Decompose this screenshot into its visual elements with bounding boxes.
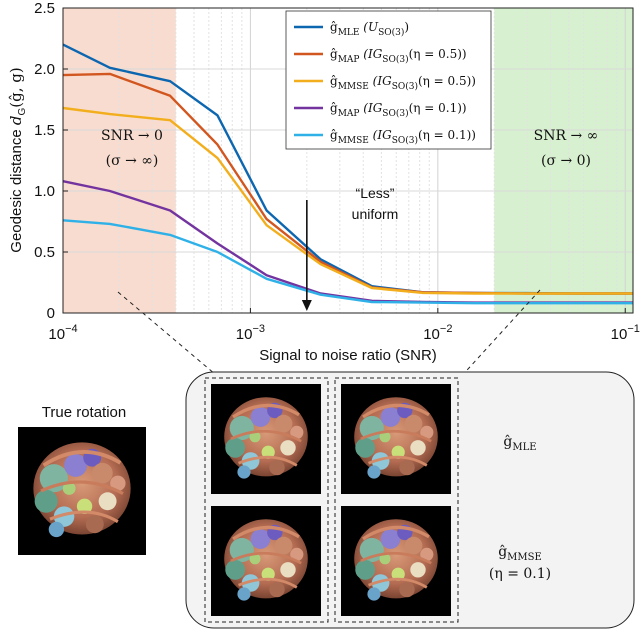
y-tick-label-0: 0	[47, 305, 55, 322]
legend-entry-1: ĝMAP (IGSO(3)(η = 0.5))	[330, 47, 467, 65]
y-tick-label-5: 2.5	[34, 0, 55, 17]
y-tick-label-3: 1.5	[34, 122, 55, 139]
legend-entry-4: ĝMMSE (IGSO(3)(η = 0.1))	[330, 128, 476, 146]
region-1	[494, 8, 633, 313]
high-snr-sigma-annotation: (σ → 0)	[541, 153, 591, 169]
panel-label-mmse-eta: (η = 0.1)	[489, 566, 551, 582]
plot-frame	[62, 7, 634, 314]
y-axis-ticks: 0 0.5 1.0 1.5 2.0 2.5	[34, 0, 68, 322]
mle-high-snr-image	[339, 382, 453, 496]
less-uniform-annotation-line2: uniform	[352, 206, 399, 222]
x-axis-label: Signal to noise ratio (SNR)	[259, 347, 437, 364]
mle-low-snr-image	[209, 382, 323, 496]
high-snr-annotation: SNR → ∞	[534, 128, 599, 144]
true-rotation-label: True rotation	[42, 404, 127, 421]
y-tick-label-1: 0.5	[34, 244, 55, 261]
less-uniform-annotation: “Less”	[356, 185, 395, 201]
legend-entry-3: ĝMAP (IGSO(3)(η = 0.1))	[330, 101, 467, 119]
series-line-2	[62, 106, 633, 295]
connector-left	[117, 291, 223, 381]
less-uniform-arrow	[301, 200, 312, 311]
panel-label-mle: ĝMLE	[503, 433, 536, 453]
series-lines	[62, 43, 633, 305]
legend-entry-2: ĝMMSE (IGSO(3)(η = 0.5))	[330, 74, 476, 92]
legend-entry-0: ĝMLE (USO(3))	[330, 20, 409, 38]
y-axis-label: Geodesic distance dG(ĝ, g)	[7, 67, 28, 252]
y-tick-label-4: 2.0	[34, 61, 55, 78]
series-line-4	[62, 219, 633, 305]
mmse-low-snr-image	[209, 504, 323, 618]
low-snr-annotation: SNR → 0	[101, 128, 163, 144]
x-tick-label-1: 10−3	[236, 323, 265, 343]
x-axis-ticks: 10−4 10−3 10−2 10−1	[48, 308, 640, 343]
low-snr-column-frame	[204, 377, 329, 623]
mmse-high-snr-image	[339, 504, 453, 618]
x-tick-label-2: 10−2	[423, 323, 452, 343]
legend: ĝMLE (USO(3)) ĝMAP (IGSO(3)(η = 0.5)) ĝMMS…	[294, 20, 476, 146]
arrow-head	[301, 300, 312, 311]
high-snr-column-frame	[334, 377, 459, 623]
y-tick-label-2: 1.0	[34, 183, 55, 200]
x-tick-label-3: 10−1	[611, 323, 640, 343]
true-rotation-image	[16, 425, 148, 557]
x-tick-label-0: 10−4	[48, 323, 77, 343]
panel-label-mmse: ĝMMSE	[498, 543, 542, 563]
low-snr-sigma-annotation: (σ → ∞)	[106, 153, 159, 169]
